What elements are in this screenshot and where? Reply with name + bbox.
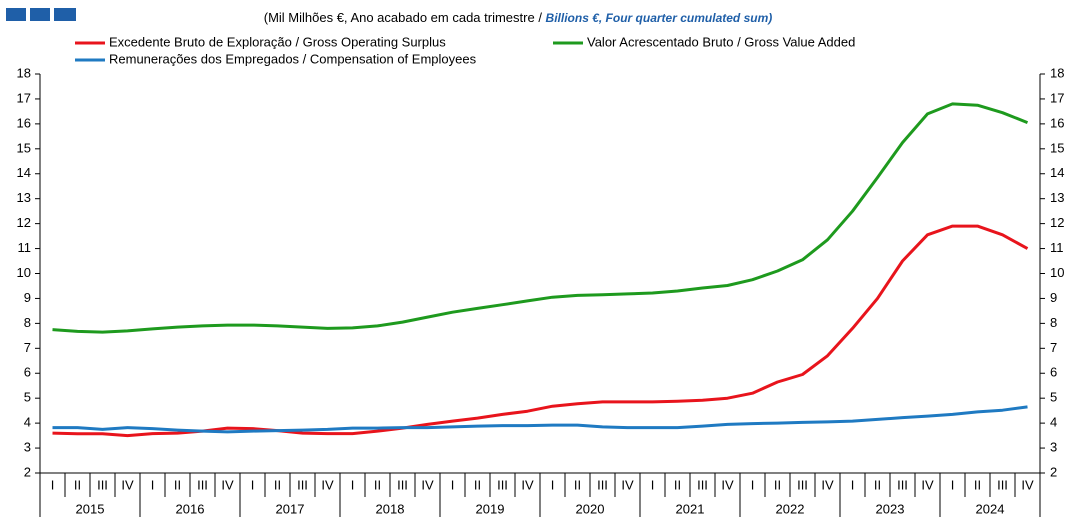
x-tick-label: III — [597, 477, 608, 492]
y2-tick-label: 18 — [1050, 65, 1064, 80]
y2-tick-label: 14 — [1050, 165, 1064, 180]
x-tick-label: IV — [1021, 477, 1034, 492]
x-tick-label: III — [197, 477, 208, 492]
x-tick-label: II — [174, 477, 181, 492]
y-tick-label: 4 — [24, 415, 31, 430]
x-tick-label: I — [551, 477, 555, 492]
x-tick-label: IV — [121, 477, 134, 492]
y2-tick-label: 8 — [1050, 315, 1057, 330]
x-tick-label: II — [374, 477, 381, 492]
y-tick-label: 2 — [24, 464, 31, 479]
y2-tick-label: 6 — [1050, 365, 1057, 380]
y2-tick-label: 4 — [1050, 415, 1057, 430]
y-tick-label: 5 — [24, 390, 31, 405]
subtitle: (Mil Milhões €, Ano acabado em cada trim… — [264, 10, 773, 25]
logo-block — [6, 8, 26, 21]
subtitle-en: Billions €, Four quarter cumulated sum) — [546, 11, 773, 25]
series-line — [52, 102, 1029, 334]
x-tick-label: II — [974, 477, 981, 492]
x-tick-label: IV — [621, 477, 634, 492]
x-tick-label: III — [897, 477, 908, 492]
y2-tick-label: 12 — [1050, 215, 1064, 230]
x-tick-label: I — [751, 477, 755, 492]
y-tick-label: 16 — [17, 115, 31, 130]
logo-block — [30, 8, 50, 21]
x-tick-label: I — [151, 477, 155, 492]
x-tick-label: I — [951, 477, 955, 492]
y-tick-label: 8 — [24, 315, 31, 330]
x-tick-label: III — [697, 477, 708, 492]
legend-label: Remunerações dos Empregados / Compensati… — [109, 51, 477, 66]
x-tick-label: I — [851, 477, 855, 492]
x-tick-label: I — [451, 477, 455, 492]
year-label: 2018 — [376, 501, 405, 516]
series-line — [52, 224, 1029, 438]
y-tick-label: 7 — [24, 340, 31, 355]
x-tick-label: II — [774, 477, 781, 492]
x-tick-label: I — [251, 477, 255, 492]
year-label: 2015 — [76, 501, 105, 516]
x-tick-label: III — [97, 477, 108, 492]
x-tick-label: III — [297, 477, 308, 492]
y2-tick-label: 16 — [1050, 115, 1064, 130]
x-tick-label: II — [74, 477, 81, 492]
x-tick-label: II — [674, 477, 681, 492]
x-tick-label: IV — [821, 477, 834, 492]
x-tick-label: IV — [321, 477, 334, 492]
x-tick-label: II — [474, 477, 481, 492]
y2-tick-label: 15 — [1050, 140, 1064, 155]
y-tick-label: 14 — [17, 165, 31, 180]
year-label: 2016 — [176, 501, 205, 516]
y-tick-label: 15 — [17, 140, 31, 155]
y-tick-label: 12 — [17, 215, 31, 230]
y2-tick-label: 7 — [1050, 340, 1057, 355]
x-tick-label: I — [351, 477, 355, 492]
y-tick-label: 6 — [24, 365, 31, 380]
y2-tick-label: 11 — [1050, 240, 1064, 255]
x-tick-label: II — [274, 477, 281, 492]
x-tick-label: III — [797, 477, 808, 492]
y-tick-label: 13 — [17, 190, 31, 205]
year-label: 2023 — [876, 501, 905, 516]
x-tick-label: III — [997, 477, 1008, 492]
y2-tick-label: 2 — [1050, 464, 1057, 479]
y-tick-label: 17 — [17, 90, 31, 105]
x-tick-label: IV — [421, 477, 434, 492]
y2-tick-label: 17 — [1050, 90, 1064, 105]
x-tick-label: II — [874, 477, 881, 492]
year-label: 2024 — [976, 501, 1005, 516]
x-tick-label: II — [574, 477, 581, 492]
x-tick-label: IV — [221, 477, 234, 492]
logo-block — [54, 8, 76, 21]
y2-tick-label: 9 — [1050, 290, 1057, 305]
y2-tick-label: 5 — [1050, 390, 1057, 405]
y-tick-label: 10 — [17, 265, 31, 280]
x-tick-label: III — [397, 477, 408, 492]
year-label: 2021 — [676, 501, 705, 516]
x-tick-label: I — [51, 477, 55, 492]
series-line — [52, 405, 1028, 434]
year-label: 2020 — [576, 501, 605, 516]
year-label: 2022 — [776, 501, 805, 516]
y-tick-label: 9 — [24, 290, 31, 305]
x-tick-label: III — [497, 477, 508, 492]
y-tick-label: 18 — [17, 65, 31, 80]
subtitle-pt: (Mil Milhões €, Ano acabado em cada trim… — [264, 10, 546, 25]
x-tick-label: IV — [721, 477, 734, 492]
y-tick-label: 11 — [18, 240, 32, 255]
legend-label: Valor Acrescentado Bruto / Gross Value A… — [587, 34, 855, 49]
y-tick-label: 3 — [24, 440, 31, 455]
y2-tick-label: 3 — [1050, 440, 1057, 455]
x-tick-label: IV — [521, 477, 534, 492]
year-label: 2017 — [276, 501, 305, 516]
y2-tick-label: 13 — [1050, 190, 1064, 205]
year-label: 2019 — [476, 501, 505, 516]
x-tick-label: I — [651, 477, 655, 492]
legend-label: Excedente Bruto de Exploração / Gross Op… — [109, 34, 446, 49]
x-tick-label: IV — [921, 477, 934, 492]
y2-tick-label: 10 — [1050, 265, 1064, 280]
